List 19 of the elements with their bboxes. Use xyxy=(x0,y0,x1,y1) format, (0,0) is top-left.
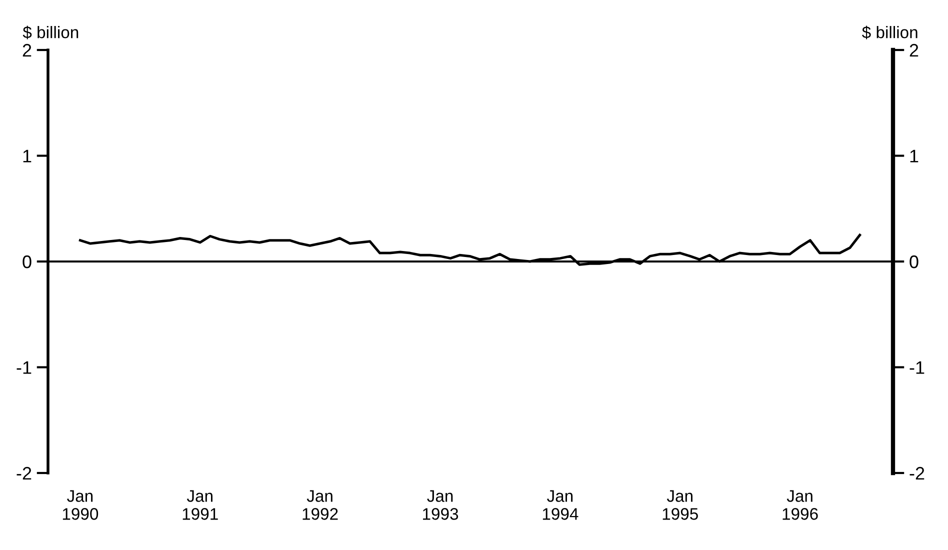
x-tick-label: Jan 1990 xyxy=(62,490,98,520)
x-tick-label: Jan 1992 xyxy=(302,490,338,520)
x-tick-label: Jan 1994 xyxy=(542,490,578,520)
y2-axis-title: $ billion xyxy=(862,26,918,40)
y-tick-label: -1 xyxy=(16,361,32,374)
x-tick-label: Jan 1996 xyxy=(782,490,818,520)
y2-tick-label: -2 xyxy=(910,466,924,480)
y2-tick-label: 2 xyxy=(910,44,918,57)
y2-tick-label: 0 xyxy=(910,255,918,268)
y-tick-label: 1 xyxy=(23,150,32,162)
x-tick-label: Jan 1993 xyxy=(423,490,458,520)
y-tick-label: 0 xyxy=(22,255,32,268)
x-tick-label: Jan 1991 xyxy=(182,490,218,520)
y-tick-label: 2 xyxy=(22,44,32,57)
x-tick-label: Jan 1995 xyxy=(662,490,698,520)
y-tick-label: -2 xyxy=(16,466,32,480)
y2-tick-label: 1 xyxy=(910,150,918,162)
y-axis-title: $ billion xyxy=(22,26,78,40)
y2-tick-label: -1 xyxy=(910,361,924,374)
